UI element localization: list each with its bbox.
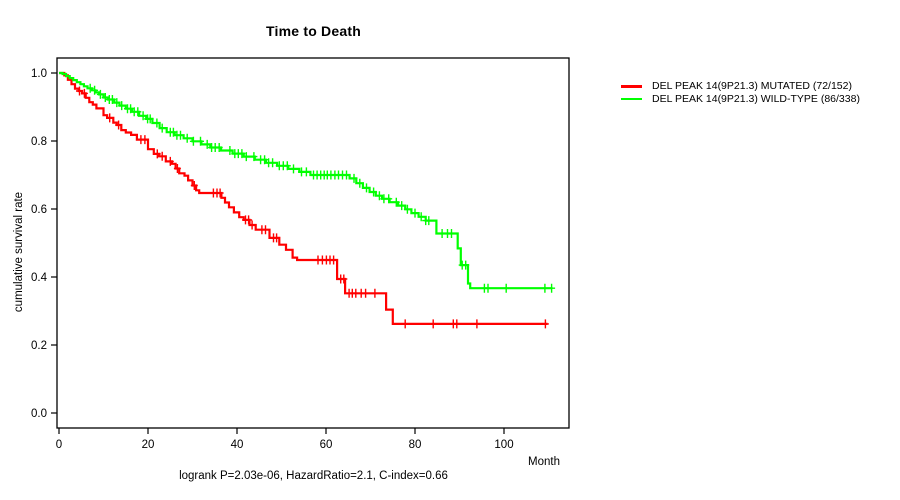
censor-marks-wild-type [86, 83, 556, 293]
stats-footnote: logrank P=2.03e-06, HazardRatio=2.1, C-i… [179, 470, 448, 482]
y-tick-label: 0.0 [31, 408, 47, 420]
x-axis-label: Month [528, 456, 560, 468]
censor-marks-mutated [76, 86, 549, 329]
survival-curve-wild-type [59, 71, 553, 290]
y-tick-label: 0.4 [31, 272, 48, 284]
x-tick-label: 60 [320, 439, 333, 451]
legend-item-mutated: DEL PEAK 14(9P21.3) MUTATED (72/152) [621, 80, 860, 93]
legend-line-swatch-mutated [621, 85, 642, 88]
x-tick-label: 80 [409, 439, 422, 451]
y-tick-label: 1.0 [31, 68, 47, 80]
y-tick-label: 0.6 [31, 204, 47, 216]
x-tick-label: 20 [142, 439, 155, 451]
plot-box [56, 57, 570, 429]
legend-label-mutated: DEL PEAK 14(9P21.3) MUTATED (72/152) [652, 80, 852, 93]
legend: DEL PEAK 14(9P21.3) MUTATED (72/152) DEL … [621, 80, 860, 105]
legend-item-wild-type: DEL PEAK 14(9P21.3) WILD-TYPE (86/338) [621, 93, 860, 106]
legend-line-swatch-wild-type [621, 97, 642, 100]
legend-label-wild-type: DEL PEAK 14(9P21.3) WILD-TYPE (86/338) [652, 92, 860, 105]
y-tick-label: 0.8 [31, 136, 47, 148]
x-tick-label: 40 [231, 439, 244, 451]
survival-curve-mutated [59, 71, 548, 325]
chart-title: Time to Death [266, 23, 361, 39]
y-tick-label: 0.2 [31, 340, 47, 352]
x-tick-label: 100 [494, 439, 513, 451]
x-tick-label: 0 [56, 439, 62, 451]
